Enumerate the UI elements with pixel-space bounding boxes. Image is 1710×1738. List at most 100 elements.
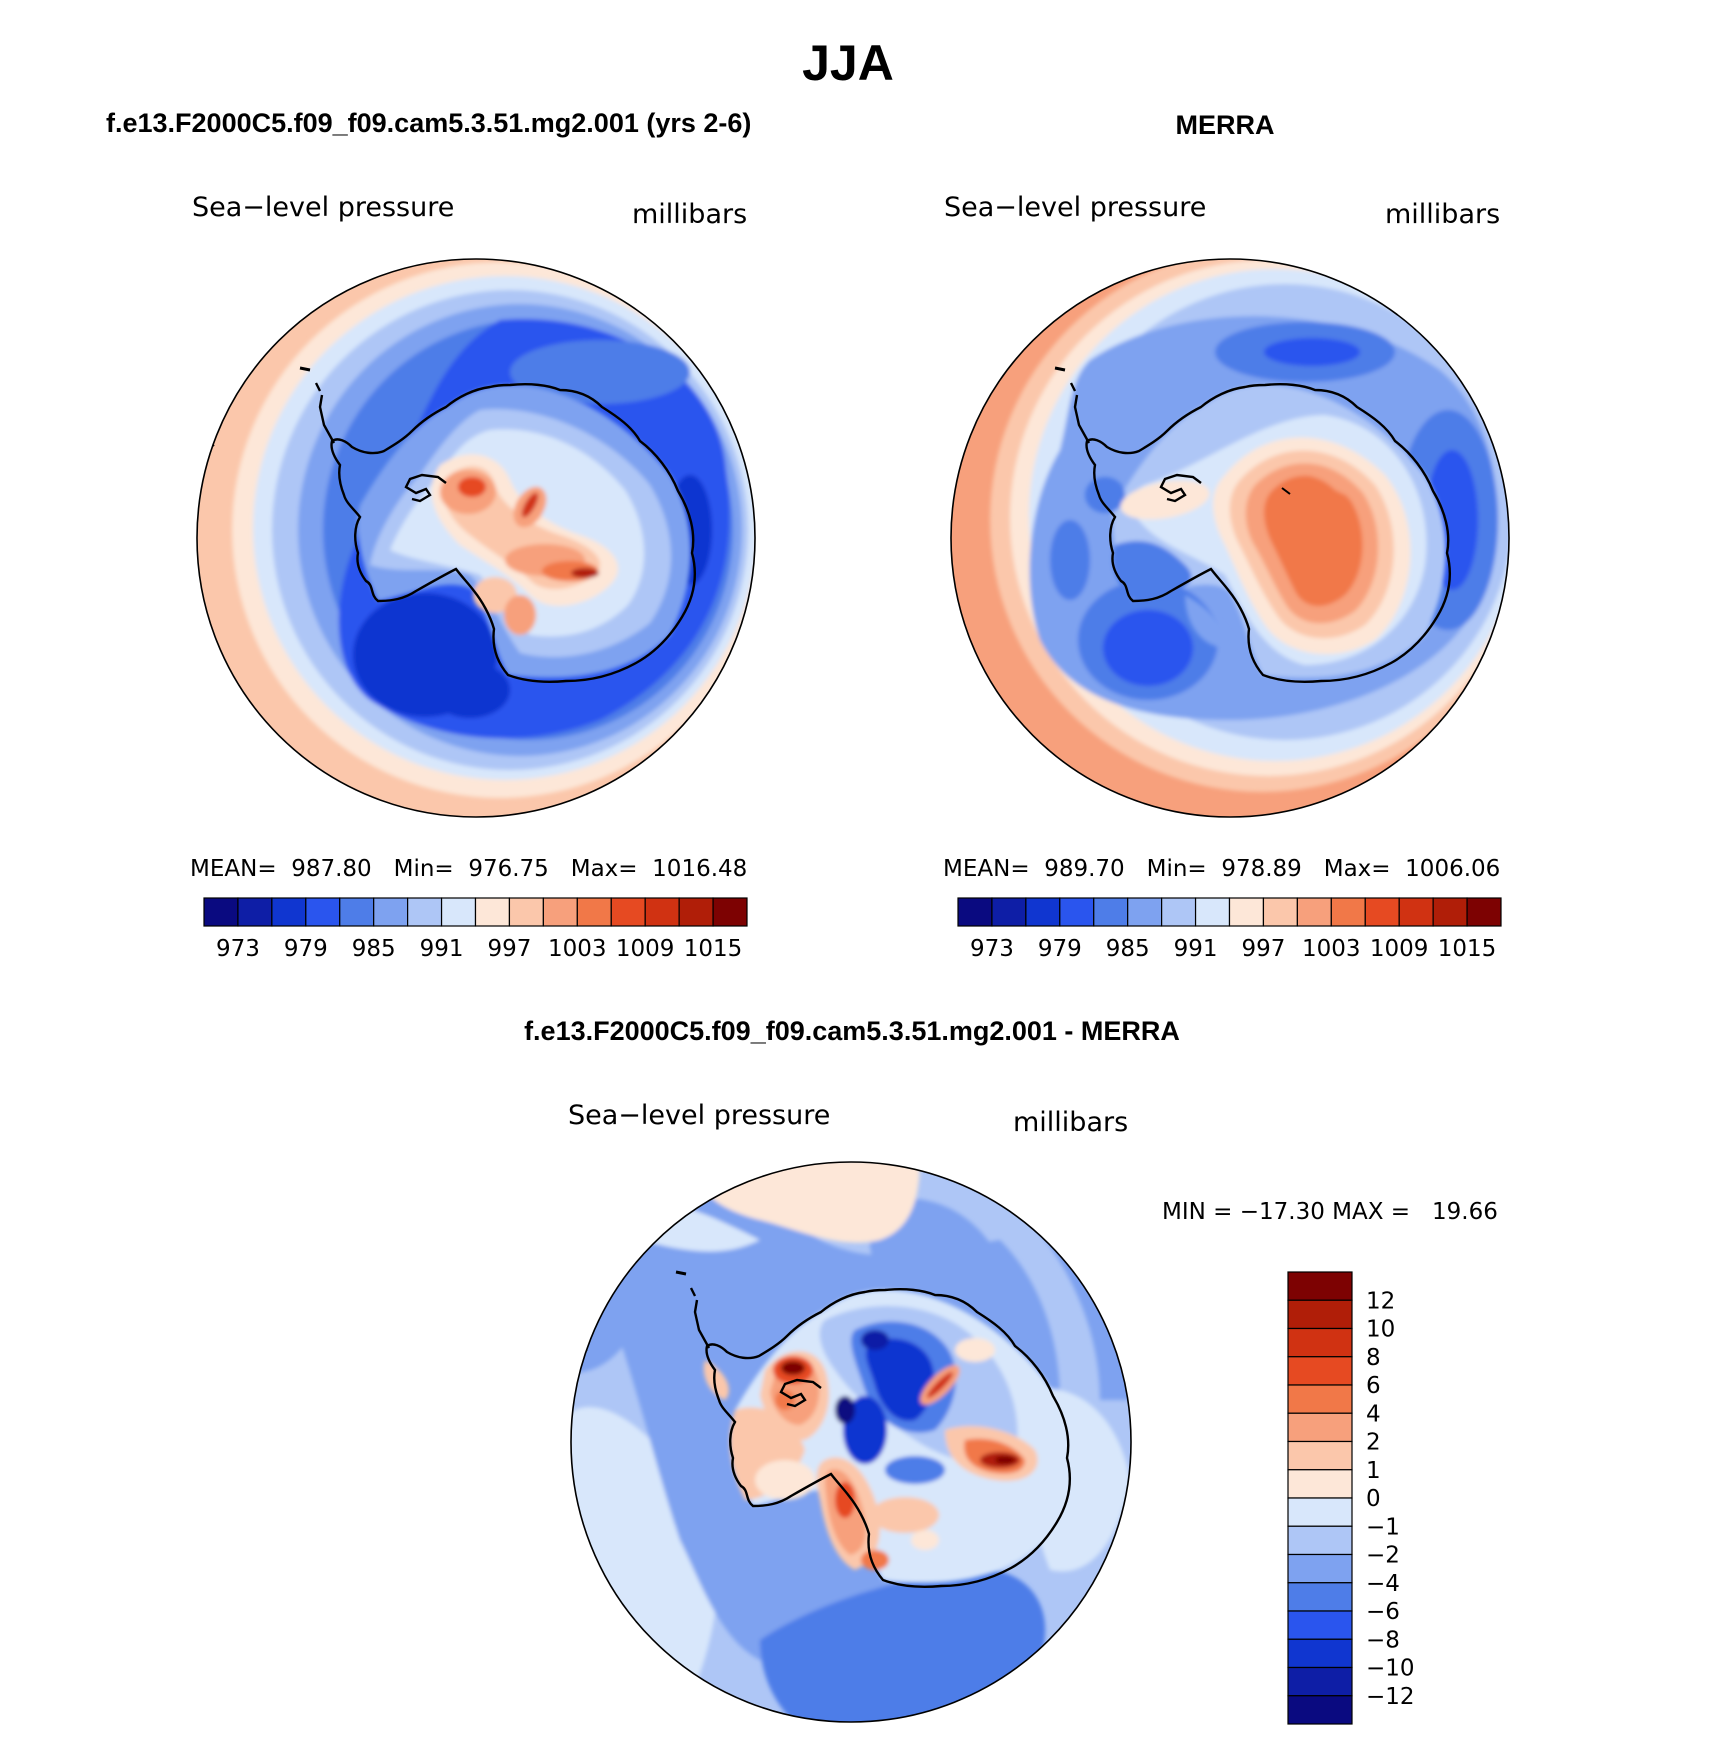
colorbar-swatch xyxy=(576,897,612,927)
colorbar-swatch xyxy=(1287,1610,1353,1640)
panel-difference: f.e13.F2000C5.f09_f09.cam5.3.51.mg2.001 … xyxy=(524,1016,1498,1725)
colorbar-swatch xyxy=(1364,897,1400,927)
colorbar-swatch xyxy=(644,897,680,927)
panel-obs: MERRA Sea−level pressure millibars xyxy=(943,110,1510,962)
colorbar-swatch xyxy=(1287,1695,1353,1725)
colorbar-swatch xyxy=(542,897,578,927)
panel-model-title: f.e13.F2000C5.f09_f09.cam5.3.51.mg2.001 … xyxy=(106,108,751,138)
colorbar-swatch xyxy=(1432,897,1468,927)
panel-difference-stats: MIN = −17.30 MAX = 19.66 xyxy=(1162,1199,1498,1225)
colorbar-tick-label: 1 xyxy=(1366,1458,1381,1484)
colorbar-swatch xyxy=(678,897,714,927)
colorbar-tick-label: 10 xyxy=(1366,1317,1395,1343)
colorbar-swatch xyxy=(1287,1384,1353,1414)
colorbar-swatch xyxy=(1287,1638,1353,1669)
colorbar-tick-label: 1009 xyxy=(1370,936,1429,962)
panel-obs-right-label: millibars xyxy=(1385,199,1500,230)
colorbar-swatch xyxy=(373,897,409,927)
panel-obs-stats: MEAN= 989.70 Min= 978.89 Max= 1006.06 xyxy=(943,856,1500,882)
colorbar-tick-label: 1009 xyxy=(616,936,675,962)
colorbar-tick-label: −8 xyxy=(1366,1627,1400,1653)
colorbar-swatch xyxy=(1287,1356,1353,1386)
colorbar-swatch xyxy=(305,897,341,927)
colorbar-swatch xyxy=(1287,1553,1353,1584)
colorbar-tick-label: 985 xyxy=(352,936,396,962)
colorbar-tick-label: −1 xyxy=(1366,1514,1400,1540)
colorbar-tick-label: 991 xyxy=(420,936,464,962)
colorbar-swatch xyxy=(474,897,511,927)
panel-model-contour-field xyxy=(197,259,755,817)
colorbar-tick-label: 973 xyxy=(216,936,260,962)
colorbar-swatch xyxy=(407,897,443,927)
colorbar-tick-label: 997 xyxy=(487,936,531,962)
colorbar-tick-label: 12 xyxy=(1366,1288,1395,1314)
colorbar-tick-label: 6 xyxy=(1366,1373,1381,1399)
colorbar-tick-label: 1015 xyxy=(684,936,743,962)
colorbar-swatch xyxy=(1287,1666,1353,1697)
colorbar-tick-label: −4 xyxy=(1366,1571,1400,1597)
colorbar-swatch xyxy=(991,897,1027,927)
colorbar-swatch xyxy=(1287,1469,1353,1499)
panel-obs-map-border xyxy=(950,258,1510,818)
figure-title: JJA xyxy=(802,35,894,91)
colorbar-swatch xyxy=(508,897,544,927)
colorbar-tick-label: −10 xyxy=(1366,1656,1415,1682)
colorbar-swatch xyxy=(610,897,646,927)
colorbar-swatch xyxy=(1228,897,1265,927)
panel-model-stats: MEAN= 987.80 Min= 976.75 Max= 1016.48 xyxy=(190,856,747,882)
colorbar-swatch xyxy=(1466,897,1502,927)
panel-difference-contour-field xyxy=(571,1162,1131,1722)
panel-model-colorbar: 973 979 985 991 997 1003 1009 1015 xyxy=(203,897,748,962)
colorbar-tick-label: 8 xyxy=(1366,1345,1381,1371)
colorbar-tick-label: 979 xyxy=(284,936,328,962)
panel-obs-title: MERRA xyxy=(1176,110,1275,140)
panel-difference-right-label: millibars xyxy=(1013,1107,1128,1138)
colorbar-tick-label: 1003 xyxy=(548,936,607,962)
colorbar-tick-label: −2 xyxy=(1366,1543,1400,1569)
colorbar-tick-label: −12 xyxy=(1366,1684,1415,1710)
panel-obs-colorbar: 973 979 985 991 997 1003 1009 1015 xyxy=(957,897,1502,962)
panel-difference-title: f.e13.F2000C5.f09_f09.cam5.3.51.mg2.001 … xyxy=(524,1016,1180,1046)
colorbar-swatch xyxy=(1287,1525,1353,1556)
colorbar-tick-label: 1015 xyxy=(1438,936,1497,962)
colorbar-swatch xyxy=(271,897,307,927)
colorbar-swatch xyxy=(1287,1412,1353,1443)
colorbar-tick-label: 4 xyxy=(1366,1401,1381,1427)
colorbar-swatch xyxy=(1025,897,1061,927)
colorbar-tick-label: 0 xyxy=(1366,1486,1381,1512)
colorbar-tick-label: 991 xyxy=(1174,936,1218,962)
colorbar-swatch xyxy=(1287,1582,1353,1612)
colorbar-swatch xyxy=(1161,897,1197,927)
colorbar-swatch xyxy=(1287,1440,1353,1471)
panel-difference-left-label: Sea−level pressure xyxy=(568,1100,830,1131)
colorbar-tick-label: −6 xyxy=(1366,1599,1400,1625)
colorbar-tick-label: 2 xyxy=(1366,1430,1381,1456)
colorbar-swatch xyxy=(1262,897,1298,927)
colorbar-swatch xyxy=(1194,897,1231,927)
panel-model: f.e13.F2000C5.f09_f09.cam5.3.51.mg2.001 … xyxy=(106,108,756,962)
colorbar-swatch xyxy=(1127,897,1163,927)
colorbar-swatch xyxy=(440,897,477,927)
colorbar-swatch xyxy=(712,897,748,927)
colorbar-tick-label: 985 xyxy=(1106,936,1150,962)
panel-model-right-label: millibars xyxy=(632,199,747,230)
colorbar-swatch xyxy=(237,897,273,927)
colorbar-tick-label: 979 xyxy=(1038,936,1082,962)
panel-obs-contour-field xyxy=(951,259,1509,817)
colorbar-swatch xyxy=(1287,1327,1353,1358)
panel-model-map-border xyxy=(196,258,756,818)
colorbar-tick-label: 973 xyxy=(970,936,1014,962)
colorbar-tick-label: 997 xyxy=(1241,936,1285,962)
panel-difference-map-border xyxy=(570,1161,1132,1723)
colorbar-swatch xyxy=(203,897,239,927)
colorbar-swatch xyxy=(1287,1497,1353,1527)
colorbar-swatch xyxy=(957,897,993,927)
colorbar-swatch xyxy=(1287,1271,1353,1301)
colorbar-swatch xyxy=(1296,897,1332,927)
panel-model-left-label: Sea−level pressure xyxy=(192,192,454,223)
colorbar-tick-label: 1003 xyxy=(1302,936,1361,962)
colorbar-swatch xyxy=(1330,897,1366,927)
panel-obs-left-label: Sea−level pressure xyxy=(944,192,1206,223)
